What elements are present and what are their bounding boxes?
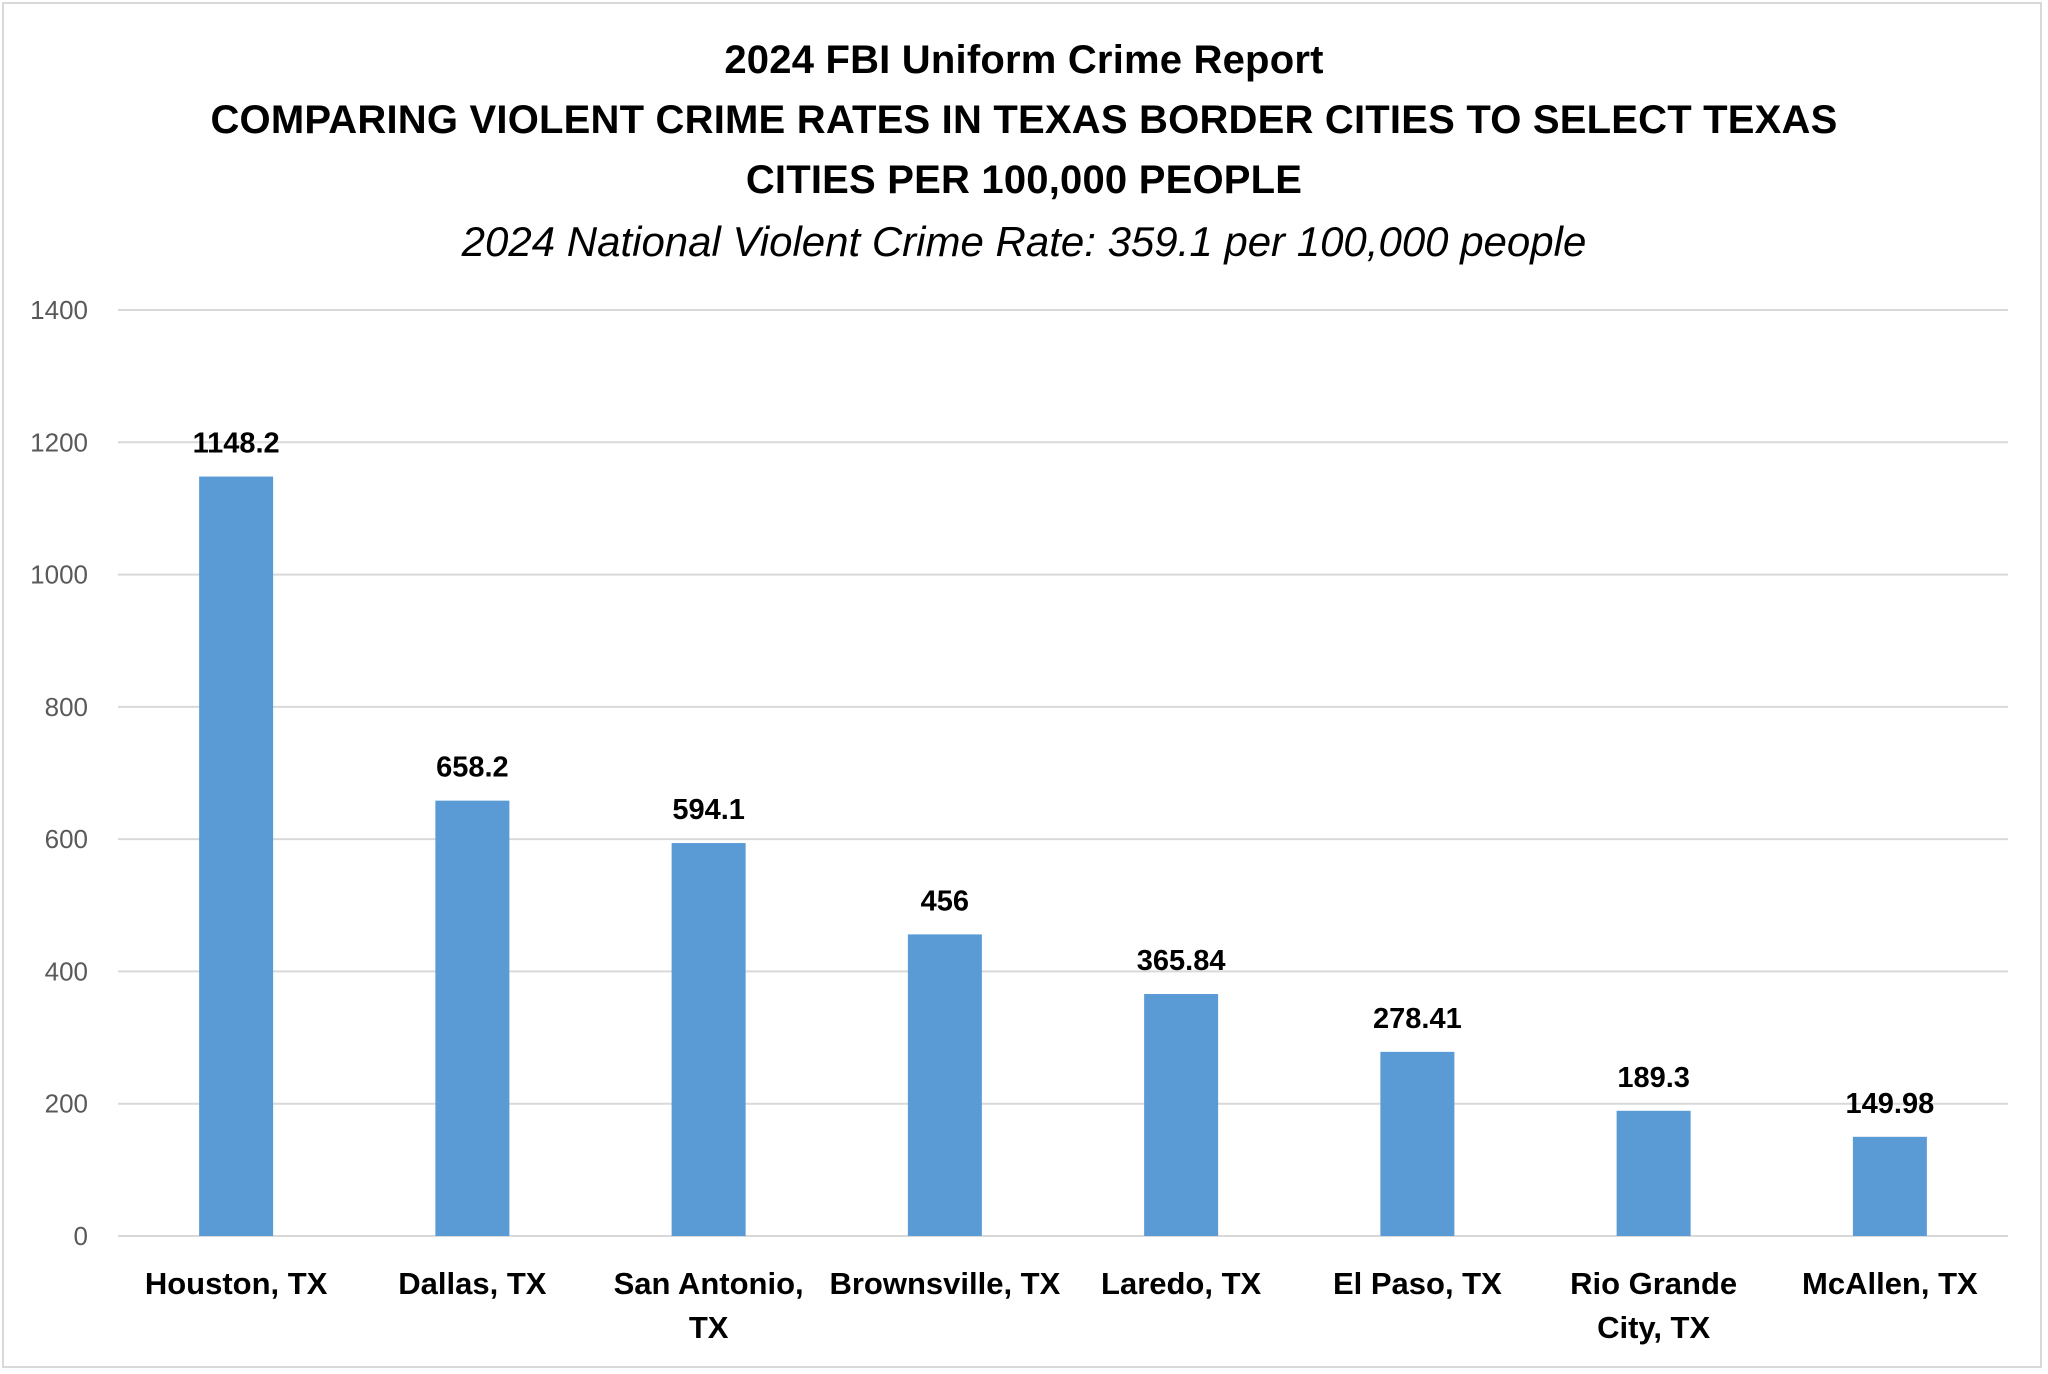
data-label: 658.2 bbox=[436, 752, 509, 784]
x-tick-label: Houston, TX bbox=[145, 1266, 328, 1301]
bar bbox=[907, 934, 982, 1236]
y-axis-ticks: 0 200 400 600 800 1000 1200 1400 bbox=[30, 295, 88, 1251]
data-label: 365.84 bbox=[1137, 945, 1226, 977]
bar bbox=[1144, 994, 1219, 1236]
x-tick-label-line: McAllen, TX bbox=[1802, 1266, 1978, 1301]
y-tick-label: 400 bbox=[45, 956, 88, 986]
x-tick-label-line: Brownsville, TX bbox=[829, 1266, 1060, 1301]
data-label: 594.1 bbox=[672, 794, 745, 826]
x-tick-label-line: Rio Grande bbox=[1570, 1266, 1737, 1301]
x-axis-labels: Houston, TX Dallas, TX San Antonio, TX Brown… bbox=[145, 1266, 1978, 1345]
x-tick-label-line: Houston, TX bbox=[145, 1266, 328, 1301]
x-tick-label: San Antonio, TX bbox=[614, 1266, 804, 1345]
data-label: 149.98 bbox=[1846, 1088, 1935, 1120]
y-tick-label: 1400 bbox=[30, 295, 88, 325]
x-tick-label: Dallas, TX bbox=[398, 1266, 546, 1301]
x-tick-label-line: San Antonio, bbox=[614, 1266, 804, 1301]
data-label: 278.41 bbox=[1373, 1003, 1462, 1035]
x-tick-label-line: City, TX bbox=[1597, 1310, 1710, 1345]
y-tick-label: 1200 bbox=[30, 427, 88, 457]
x-tick-label-line: El Paso, TX bbox=[1333, 1266, 1502, 1301]
chart-title-block: 2024 FBI Uniform Crime Report COMPARING … bbox=[0, 30, 2048, 274]
bar bbox=[435, 800, 510, 1236]
x-tick-label: El Paso, TX bbox=[1333, 1266, 1502, 1301]
bar bbox=[1616, 1110, 1691, 1236]
data-label: 1148.2 bbox=[193, 428, 280, 460]
bar bbox=[671, 843, 746, 1236]
data-label: 456 bbox=[921, 885, 969, 917]
chart-title-line-3: CITIES PER 100,000 PEOPLE bbox=[745, 158, 1303, 202]
x-tick-label: McAllen, TX bbox=[1802, 1266, 1978, 1301]
data-label: 189.3 bbox=[1617, 1062, 1690, 1094]
y-tick-label: 0 bbox=[74, 1221, 88, 1251]
bar bbox=[199, 476, 274, 1236]
y-tick-label: 800 bbox=[45, 692, 88, 722]
y-tick-label: 1000 bbox=[30, 560, 88, 590]
x-tick-label: Rio Grande City, TX bbox=[1570, 1266, 1737, 1345]
y-tick-label: 200 bbox=[45, 1089, 88, 1119]
data-labels: 1148.2 658.2 594.1 456 365.84 278.41 189.3 149.… bbox=[193, 428, 1935, 1120]
chart-title-line-1: 2024 FBI Uniform Crime Report bbox=[724, 38, 1324, 82]
x-tick-label-line: TX bbox=[689, 1310, 729, 1345]
x-tick-label: Brownsville, TX bbox=[829, 1266, 1060, 1301]
x-tick-label-line: Dallas, TX bbox=[398, 1266, 546, 1301]
x-tick-label-line: Laredo, TX bbox=[1101, 1266, 1262, 1301]
bars bbox=[199, 476, 1927, 1236]
bar bbox=[1380, 1051, 1455, 1236]
chart-title-line-2: COMPARING VIOLENT CRIME RATES IN TEXAS B… bbox=[210, 98, 1838, 142]
bar bbox=[1852, 1136, 1927, 1236]
y-tick-label: 600 bbox=[45, 824, 88, 854]
x-tick-label: Laredo, TX bbox=[1101, 1266, 1262, 1301]
gridlines bbox=[118, 309, 2008, 1237]
chart-subtitle: 2024 National Violent Crime Rate: 359.1 … bbox=[461, 218, 1587, 265]
